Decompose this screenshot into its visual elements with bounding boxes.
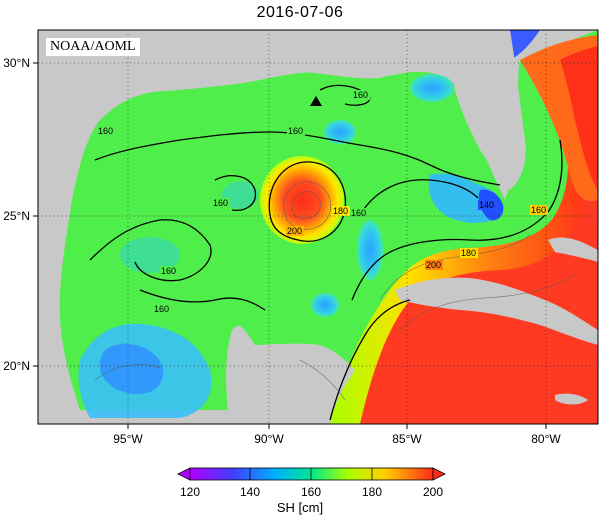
cool-blob-west2 xyxy=(222,181,258,209)
colorbar-gradient xyxy=(189,467,434,481)
contour-label: 160 xyxy=(531,205,546,215)
triangle-icon xyxy=(310,96,322,106)
cuba-land xyxy=(395,277,598,345)
graticule xyxy=(38,30,598,424)
lat-tick-label: 25°N xyxy=(3,209,30,223)
warm-core-eddy xyxy=(260,156,344,244)
sw-cool-core xyxy=(99,343,164,395)
contour-label: 200 xyxy=(287,226,302,236)
contour-label: 160 xyxy=(161,266,176,276)
contour-label: 160 xyxy=(353,90,368,100)
colorbar-tick-label: 180 xyxy=(362,485,382,499)
lat-tick-label: 20°N xyxy=(3,359,30,373)
colorbar: 120 140 160 180 200 xyxy=(177,467,446,499)
cool-blob-ne xyxy=(410,74,454,102)
contour-label: 160 xyxy=(351,208,366,218)
lon-tick-label: 85°W xyxy=(392,432,422,446)
contour-label: 160 xyxy=(154,304,169,314)
jamaica-land xyxy=(555,393,588,405)
colorbar-tick-label: 200 xyxy=(423,485,443,499)
us-gulf-coast-land xyxy=(38,30,470,424)
bahamas-land xyxy=(548,237,598,262)
colorbar-tick-label: 140 xyxy=(240,485,260,499)
lon-tick-label: 95°W xyxy=(113,432,143,446)
yucatan-land xyxy=(232,343,355,424)
contour-label: 180 xyxy=(333,206,348,216)
cool-blob-central xyxy=(357,220,383,280)
contour-label: 140 xyxy=(479,200,494,210)
gulf-stream-core xyxy=(560,46,598,190)
cool-blob-south xyxy=(311,293,339,317)
colorbar-tick-label: 160 xyxy=(301,485,321,499)
contour-label: 200 xyxy=(426,260,441,270)
colorbar-tick-label: 120 xyxy=(180,485,200,499)
contour-labels: 160 160 160 160 160 160 180 200 160 180 … xyxy=(96,90,548,314)
colorbar-max-arrow xyxy=(432,467,446,481)
cool-blob-west xyxy=(120,237,180,273)
lon-tick-label: 90°W xyxy=(254,432,284,446)
axis-labels: 30°N 25°N 20°N 95°W 90°W 85°W 80°W xyxy=(3,56,561,446)
contour-label: 160 xyxy=(213,198,228,208)
contour-label: 160 xyxy=(288,126,303,136)
lat-tick-label: 30°N xyxy=(3,56,30,70)
contour-label: 160 xyxy=(98,126,113,136)
colorbar-min-arrow xyxy=(177,467,191,481)
contour-label: 180 xyxy=(461,248,476,258)
florida-land xyxy=(453,30,526,190)
plot-frame xyxy=(37,29,599,425)
map-title: 2016-07-06 xyxy=(256,4,344,21)
lon-tick-label: 80°W xyxy=(531,432,561,446)
cool-blob-north xyxy=(324,120,356,144)
axis-ticks xyxy=(33,62,547,429)
colorbar-label: SH [cm] xyxy=(276,500,324,515)
credit-label: NOAA/AOML xyxy=(46,38,140,56)
